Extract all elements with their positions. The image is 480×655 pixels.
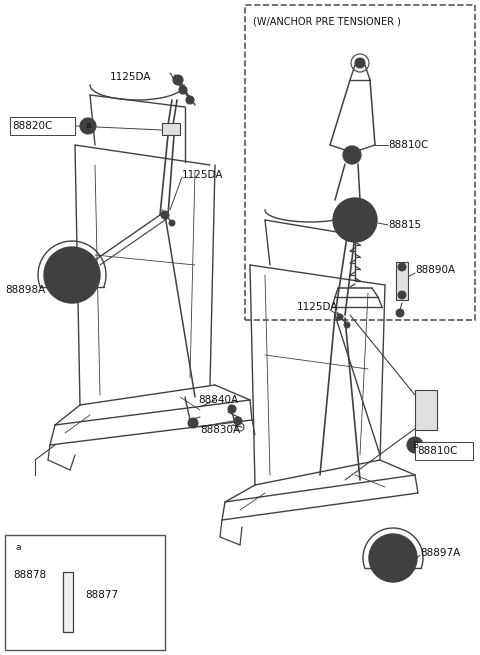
Text: 88815: 88815 bbox=[388, 220, 421, 230]
Text: 88897A: 88897A bbox=[420, 548, 460, 558]
Circle shape bbox=[54, 257, 90, 293]
Circle shape bbox=[169, 220, 175, 226]
Circle shape bbox=[108, 608, 132, 632]
Circle shape bbox=[343, 146, 361, 164]
Bar bbox=[63, 572, 73, 632]
Circle shape bbox=[64, 267, 80, 283]
Circle shape bbox=[93, 615, 101, 623]
Text: 1125DA: 1125DA bbox=[110, 72, 152, 82]
Circle shape bbox=[161, 211, 169, 219]
Text: 1125DA: 1125DA bbox=[297, 302, 338, 312]
Circle shape bbox=[28, 591, 42, 605]
Circle shape bbox=[100, 600, 140, 640]
Circle shape bbox=[186, 96, 194, 104]
Text: 88810C: 88810C bbox=[388, 140, 428, 150]
Circle shape bbox=[396, 309, 404, 317]
Circle shape bbox=[228, 405, 236, 413]
Circle shape bbox=[188, 418, 198, 428]
Text: 88810C: 88810C bbox=[417, 446, 457, 456]
Bar bbox=[415, 442, 473, 460]
Circle shape bbox=[355, 58, 365, 68]
Circle shape bbox=[80, 118, 96, 134]
Text: a: a bbox=[85, 121, 91, 130]
Circle shape bbox=[398, 263, 406, 271]
Bar bbox=[5, 535, 165, 650]
Circle shape bbox=[333, 198, 377, 242]
Circle shape bbox=[10, 540, 26, 556]
Text: 1125DA: 1125DA bbox=[182, 170, 224, 180]
Bar bbox=[415, 390, 437, 430]
Circle shape bbox=[21, 584, 49, 612]
Circle shape bbox=[378, 543, 408, 573]
Text: 88840A: 88840A bbox=[198, 395, 238, 405]
Text: 88830A: 88830A bbox=[200, 425, 240, 435]
Text: 88890A: 88890A bbox=[415, 265, 455, 275]
Circle shape bbox=[407, 437, 423, 453]
Text: 88877: 88877 bbox=[85, 590, 118, 600]
Circle shape bbox=[44, 247, 100, 303]
Text: a: a bbox=[15, 544, 21, 553]
Text: 88898A: 88898A bbox=[5, 285, 45, 295]
Circle shape bbox=[386, 551, 400, 565]
Circle shape bbox=[398, 291, 406, 299]
Bar bbox=[396, 262, 408, 300]
Circle shape bbox=[173, 75, 183, 85]
Circle shape bbox=[344, 322, 350, 328]
Text: (W/ANCHOR PRE TENSIONER ): (W/ANCHOR PRE TENSIONER ) bbox=[253, 17, 401, 27]
Circle shape bbox=[337, 314, 343, 320]
Bar bbox=[245, 5, 475, 320]
Text: 88878: 88878 bbox=[13, 570, 46, 580]
Text: B: B bbox=[412, 441, 418, 449]
Bar bbox=[10, 117, 75, 135]
Bar bbox=[162, 123, 180, 135]
Circle shape bbox=[179, 86, 187, 94]
Circle shape bbox=[234, 417, 242, 425]
Circle shape bbox=[115, 615, 125, 625]
Text: 88820C: 88820C bbox=[12, 121, 52, 131]
Circle shape bbox=[32, 595, 38, 601]
Circle shape bbox=[344, 226, 352, 234]
Circle shape bbox=[341, 206, 369, 234]
Circle shape bbox=[351, 233, 359, 241]
Circle shape bbox=[369, 534, 417, 582]
